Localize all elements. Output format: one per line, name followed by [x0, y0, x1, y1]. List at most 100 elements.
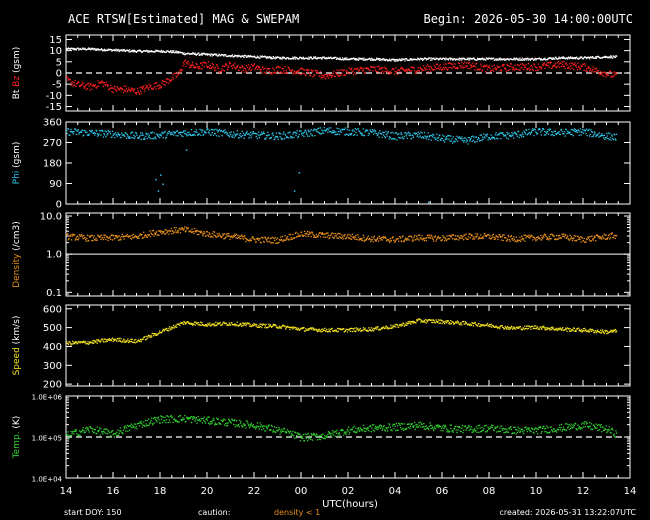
data-point [500, 70, 503, 72]
data-point [67, 79, 69, 81]
data-point [412, 322, 415, 324]
data-point [344, 58, 346, 60]
data-point [607, 132, 610, 134]
data-point [428, 234, 430, 236]
data-point [416, 135, 418, 137]
data-point [402, 235, 404, 237]
y-tick-label: 400 [43, 342, 62, 353]
data-point [479, 68, 481, 70]
data-point [280, 133, 282, 135]
data-point [222, 65, 224, 67]
data-point [357, 327, 359, 330]
data-point [223, 322, 226, 324]
data-point [321, 132, 323, 134]
data-point [461, 58, 464, 60]
data-point [430, 319, 432, 321]
data-point [386, 70, 388, 72]
data-point [328, 73, 330, 75]
data-point [318, 234, 320, 236]
data-point [501, 325, 503, 327]
data-point [135, 131, 137, 134]
data-point [295, 328, 297, 330]
data-point [587, 57, 589, 59]
data-point [303, 69, 306, 71]
data-point [415, 71, 418, 73]
data-point [78, 340, 80, 343]
data-point [308, 231, 311, 233]
data-point [94, 239, 96, 241]
data-point [431, 321, 433, 324]
data-point [571, 133, 573, 136]
data-point [484, 233, 486, 235]
data-point [449, 57, 451, 59]
data-point [317, 235, 319, 237]
data-point [218, 323, 221, 325]
data-point [371, 66, 374, 68]
data-point [489, 235, 491, 237]
data-point [469, 68, 471, 70]
data-point [517, 326, 519, 328]
data-point [493, 57, 495, 59]
data-point [387, 60, 389, 62]
data-point [129, 235, 131, 238]
data-point [216, 64, 218, 66]
data-point [465, 141, 467, 143]
data-point [403, 325, 405, 327]
data-point [259, 57, 261, 59]
data-point [425, 57, 427, 60]
data-point [421, 320, 423, 322]
data-point [537, 69, 539, 71]
data-point [486, 324, 488, 326]
data-point [600, 236, 602, 238]
data-point [269, 237, 271, 240]
data-point [79, 84, 81, 87]
data-point [345, 59, 347, 61]
data-point [68, 134, 70, 136]
data-point [185, 65, 187, 67]
data-point [510, 325, 512, 327]
data-point [406, 137, 408, 139]
data-point [601, 133, 603, 135]
data-point [292, 131, 295, 134]
data-point [293, 237, 295, 239]
data-point [89, 341, 91, 343]
data-point [532, 128, 534, 130]
data-point [215, 324, 218, 327]
data-point [221, 324, 223, 326]
data-point [391, 326, 393, 328]
data-point [539, 326, 541, 328]
data-point [321, 77, 323, 79]
data-point [152, 229, 155, 232]
data-point [611, 233, 613, 235]
data-point [165, 233, 167, 235]
data-point [340, 236, 342, 238]
data-point [436, 238, 438, 240]
data-point [396, 70, 398, 73]
data-point [526, 134, 528, 136]
data-point [316, 130, 318, 133]
data-point [112, 340, 114, 342]
data-point [270, 326, 273, 328]
data-point [160, 51, 162, 53]
data-point [486, 135, 488, 137]
data-point [196, 234, 199, 236]
data-point [527, 327, 530, 330]
data-point [357, 70, 360, 72]
data-point [124, 50, 126, 53]
data-point [186, 228, 188, 230]
data-point [582, 63, 585, 65]
data-point [374, 130, 377, 132]
data-point [438, 65, 440, 67]
data-point [461, 237, 464, 239]
data-point [482, 325, 484, 327]
data-point [350, 134, 352, 136]
data-point [365, 329, 367, 332]
data-point [322, 236, 325, 238]
data-point [431, 134, 433, 137]
data-point [325, 330, 327, 332]
data-point [299, 130, 301, 132]
data-point [231, 322, 233, 324]
data-point [86, 237, 88, 240]
data-point [332, 237, 334, 239]
data-point [257, 65, 259, 67]
